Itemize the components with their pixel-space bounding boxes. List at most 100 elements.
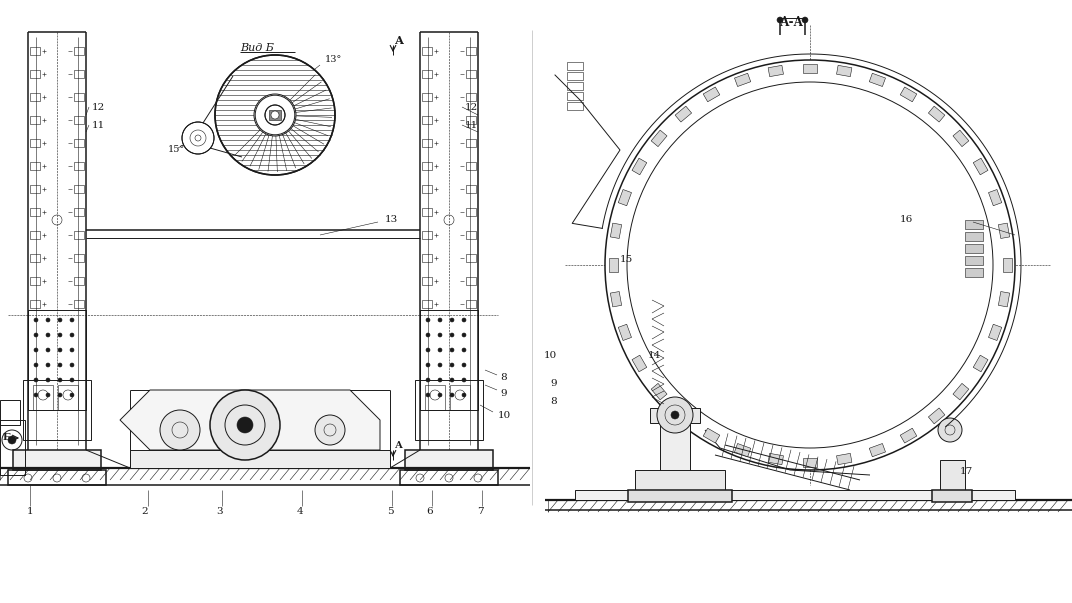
Circle shape bbox=[46, 333, 50, 337]
Bar bbox=[466, 300, 476, 308]
Circle shape bbox=[46, 348, 50, 352]
Text: 1: 1 bbox=[27, 508, 33, 517]
Bar bbox=[58, 385, 78, 410]
Polygon shape bbox=[769, 65, 784, 77]
Polygon shape bbox=[998, 223, 1010, 238]
Polygon shape bbox=[928, 408, 944, 424]
Text: 8: 8 bbox=[500, 373, 507, 382]
Circle shape bbox=[605, 60, 1015, 470]
Circle shape bbox=[46, 393, 50, 397]
Bar bbox=[466, 185, 476, 193]
Circle shape bbox=[255, 95, 295, 135]
Polygon shape bbox=[609, 258, 617, 272]
Bar bbox=[466, 254, 476, 262]
Circle shape bbox=[34, 348, 38, 352]
Polygon shape bbox=[651, 384, 667, 400]
Bar bbox=[30, 277, 40, 285]
Polygon shape bbox=[836, 65, 852, 77]
Polygon shape bbox=[998, 291, 1010, 307]
Circle shape bbox=[462, 348, 466, 352]
Bar bbox=[74, 185, 84, 193]
Bar bbox=[466, 208, 476, 216]
Text: 3: 3 bbox=[217, 508, 223, 517]
Polygon shape bbox=[632, 355, 646, 372]
Bar bbox=[74, 162, 84, 170]
Bar bbox=[422, 277, 432, 285]
Bar bbox=[30, 185, 40, 193]
Circle shape bbox=[182, 122, 214, 154]
Bar bbox=[466, 162, 476, 170]
Polygon shape bbox=[928, 106, 944, 122]
Bar bbox=[74, 254, 84, 262]
Bar bbox=[28, 310, 86, 410]
Text: 11: 11 bbox=[92, 121, 105, 130]
Bar bbox=[567, 92, 583, 100]
Bar bbox=[405, 450, 493, 470]
Text: 2: 2 bbox=[142, 508, 148, 517]
Text: 9: 9 bbox=[550, 379, 557, 388]
Circle shape bbox=[34, 363, 38, 367]
Circle shape bbox=[8, 436, 16, 444]
Polygon shape bbox=[703, 87, 719, 102]
Circle shape bbox=[58, 318, 62, 322]
Circle shape bbox=[438, 378, 442, 382]
Bar bbox=[74, 70, 84, 78]
Bar bbox=[422, 185, 432, 193]
Bar bbox=[450, 385, 470, 410]
Text: 16: 16 bbox=[900, 215, 913, 224]
Bar bbox=[660, 420, 690, 500]
Bar bbox=[422, 93, 432, 101]
Circle shape bbox=[426, 393, 430, 397]
Bar bbox=[466, 47, 476, 55]
Circle shape bbox=[462, 363, 466, 367]
Bar bbox=[74, 47, 84, 55]
Bar bbox=[30, 70, 40, 78]
Bar bbox=[30, 231, 40, 239]
Circle shape bbox=[462, 378, 466, 382]
Bar bbox=[30, 116, 40, 124]
Circle shape bbox=[462, 393, 466, 397]
Bar bbox=[965, 232, 983, 241]
Circle shape bbox=[426, 363, 430, 367]
Bar bbox=[30, 162, 40, 170]
Text: Б: Б bbox=[3, 434, 11, 443]
Bar bbox=[932, 490, 972, 502]
Bar bbox=[466, 231, 476, 239]
Polygon shape bbox=[803, 63, 817, 72]
Bar bbox=[74, 139, 84, 147]
Bar bbox=[74, 116, 84, 124]
Text: А-А: А-А bbox=[780, 16, 804, 28]
Circle shape bbox=[462, 333, 466, 337]
Bar bbox=[628, 490, 732, 502]
Polygon shape bbox=[973, 158, 988, 175]
Circle shape bbox=[210, 390, 280, 460]
Text: 6: 6 bbox=[427, 508, 433, 517]
Polygon shape bbox=[1002, 258, 1012, 272]
Text: 15: 15 bbox=[620, 256, 634, 265]
Polygon shape bbox=[869, 73, 885, 86]
Circle shape bbox=[215, 55, 334, 175]
Circle shape bbox=[70, 363, 74, 367]
Circle shape bbox=[450, 318, 455, 322]
Polygon shape bbox=[900, 428, 917, 443]
Bar bbox=[575, 490, 1015, 500]
Polygon shape bbox=[703, 428, 719, 443]
Bar bbox=[635, 470, 725, 500]
Circle shape bbox=[58, 378, 62, 382]
Bar bbox=[0, 420, 25, 475]
Circle shape bbox=[237, 417, 253, 433]
Polygon shape bbox=[675, 408, 691, 424]
Circle shape bbox=[271, 111, 279, 119]
Polygon shape bbox=[803, 458, 817, 467]
Text: 9: 9 bbox=[500, 388, 507, 397]
Bar bbox=[422, 231, 432, 239]
Circle shape bbox=[34, 378, 38, 382]
Text: 10: 10 bbox=[544, 350, 557, 359]
Text: 13: 13 bbox=[385, 215, 399, 224]
Bar bbox=[30, 93, 40, 101]
Bar bbox=[130, 450, 390, 468]
Bar bbox=[74, 208, 84, 216]
Bar bbox=[30, 208, 40, 216]
Bar bbox=[422, 254, 432, 262]
Text: 12: 12 bbox=[92, 103, 105, 112]
